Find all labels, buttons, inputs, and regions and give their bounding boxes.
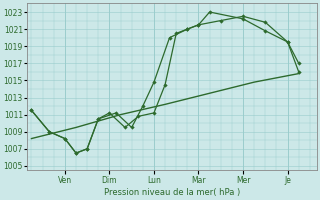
X-axis label: Pression niveau de la mer( hPa ): Pression niveau de la mer( hPa )	[104, 188, 240, 197]
